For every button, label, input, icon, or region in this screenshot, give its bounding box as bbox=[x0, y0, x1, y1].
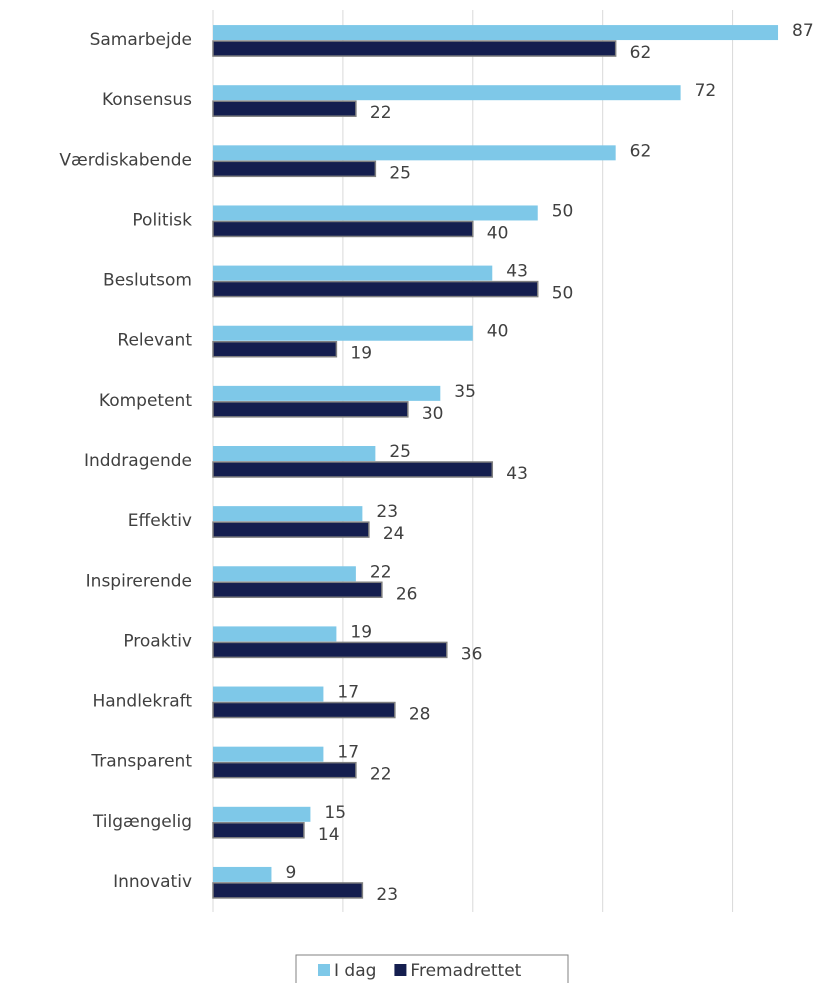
value-label: 17 bbox=[337, 743, 359, 763]
legend-swatch bbox=[318, 964, 330, 976]
bar bbox=[212, 280, 539, 298]
value-label: 14 bbox=[318, 825, 340, 845]
bar bbox=[213, 145, 616, 161]
bar bbox=[212, 40, 617, 57]
y-tick-label: Effektiv bbox=[128, 511, 192, 531]
value-label: 25 bbox=[389, 163, 411, 183]
bar bbox=[212, 521, 370, 538]
bar bbox=[213, 686, 324, 702]
bar bbox=[212, 100, 357, 117]
value-label: 43 bbox=[506, 262, 528, 282]
bar bbox=[212, 160, 377, 178]
value-label: 25 bbox=[389, 442, 411, 462]
y-tick-label: Proaktiv bbox=[123, 631, 192, 651]
y-tick-label: Værdiskabende bbox=[59, 150, 192, 170]
y-tick-label: Inddragende bbox=[84, 451, 192, 471]
value-label: 28 bbox=[409, 705, 431, 725]
y-tick-label: Transparent bbox=[90, 752, 192, 772]
value-label: 87 bbox=[792, 21, 814, 41]
value-label: 22 bbox=[370, 103, 392, 123]
bar bbox=[212, 401, 409, 418]
value-label: 24 bbox=[383, 524, 405, 544]
bar bbox=[213, 566, 356, 582]
bar bbox=[212, 220, 474, 238]
bar bbox=[212, 761, 357, 779]
value-label: 62 bbox=[630, 43, 652, 63]
y-tick-label: Samarbejde bbox=[90, 30, 192, 50]
value-label: 50 bbox=[552, 201, 574, 221]
bar bbox=[212, 882, 364, 899]
value-label: 15 bbox=[324, 803, 346, 823]
bar bbox=[213, 385, 441, 401]
value-label: 22 bbox=[370, 765, 392, 785]
bar bbox=[213, 205, 538, 221]
legend-label: I dag bbox=[334, 961, 376, 981]
legend-label: Fremadrettet bbox=[410, 961, 521, 981]
value-label: 19 bbox=[350, 344, 372, 364]
bar bbox=[212, 701, 396, 719]
value-label: 17 bbox=[337, 683, 359, 703]
bar bbox=[213, 866, 272, 882]
bar bbox=[213, 626, 337, 642]
value-label: 35 bbox=[454, 382, 476, 402]
y-tick-label: Handlekraft bbox=[92, 692, 192, 712]
bar bbox=[213, 265, 493, 281]
y-tick-label: Tilgængelig bbox=[92, 812, 192, 832]
bar bbox=[213, 25, 779, 41]
bar bbox=[213, 446, 376, 461]
value-label: 26 bbox=[396, 584, 418, 604]
bar bbox=[212, 641, 448, 659]
value-label: 40 bbox=[487, 322, 509, 342]
value-label: 36 bbox=[461, 644, 483, 664]
value-label: 23 bbox=[376, 502, 398, 522]
y-tick-label: Konsensus bbox=[102, 90, 192, 110]
value-label: 62 bbox=[630, 141, 652, 161]
bar bbox=[213, 746, 324, 762]
y-tick-label: Politisk bbox=[132, 210, 192, 230]
value-label: 19 bbox=[350, 622, 372, 642]
bar bbox=[213, 325, 473, 341]
bar bbox=[213, 506, 363, 522]
value-label: 72 bbox=[695, 81, 717, 101]
y-tick-label: Innovativ bbox=[113, 872, 192, 892]
value-label: 40 bbox=[487, 223, 509, 243]
value-label: 9 bbox=[285, 863, 296, 883]
value-label: 30 bbox=[422, 404, 444, 424]
bar bbox=[213, 806, 311, 822]
bar bbox=[212, 340, 338, 358]
y-tick-label: Kompetent bbox=[99, 391, 192, 411]
legend-swatch bbox=[394, 964, 407, 976]
value-label: 22 bbox=[370, 562, 392, 582]
bar bbox=[212, 822, 305, 839]
bar bbox=[212, 461, 494, 478]
bar bbox=[213, 85, 681, 101]
value-label: 50 bbox=[552, 284, 574, 304]
y-tick-label: Inspirerende bbox=[86, 571, 192, 591]
y-tick-label: Relevant bbox=[117, 331, 192, 351]
legend-box bbox=[295, 954, 569, 983]
value-label: 43 bbox=[506, 464, 528, 484]
value-label: 23 bbox=[376, 885, 398, 905]
y-tick-label: Beslutsom bbox=[103, 271, 192, 291]
bar bbox=[212, 581, 383, 599]
